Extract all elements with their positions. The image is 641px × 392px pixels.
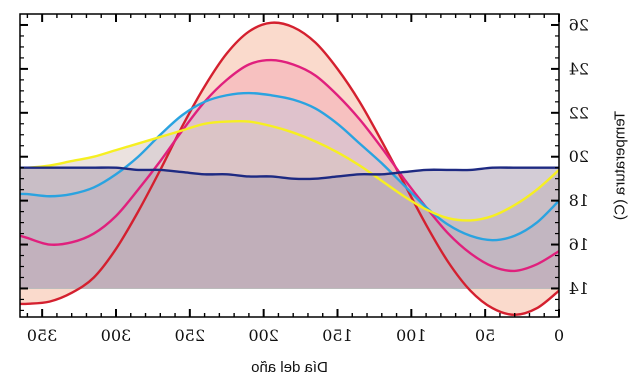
series-line-0	[19, 21, 560, 316]
series-lines	[19, 21, 560, 316]
series-line-1	[19, 58, 560, 273]
y-tick-label-24: 24	[569, 59, 589, 78]
x-tick-label-300: 300	[101, 326, 132, 345]
y-tick-label-18: 18	[569, 191, 589, 210]
x-axis-title: Día del año	[251, 359, 328, 376]
y-tick-label-14: 14	[569, 279, 589, 298]
tick-labels: 0 50 100 150 200 250 300 350 14 16 18 20 22 24 26	[27, 15, 589, 345]
series-area-4	[20, 167, 559, 289]
y-tick-label-26: 26	[569, 15, 589, 34]
x-tick-label-200: 200	[248, 326, 279, 345]
x-tick-label-150: 150	[322, 326, 353, 345]
y-tick-label-22: 22	[569, 103, 589, 122]
y-axis-title: Temperatura (C)	[612, 111, 629, 220]
series-line-3	[19, 119, 560, 222]
x-tick-label-350: 350	[27, 326, 58, 345]
x-tick-label-100: 100	[396, 326, 427, 345]
x-tick-label-0: 0	[554, 326, 564, 345]
series-line-2	[19, 91, 560, 242]
axis-ticks	[20, 14, 560, 317]
x-tick-label-50: 50	[475, 326, 495, 345]
x-tick-label-250: 250	[175, 326, 206, 345]
y-tick-label-20: 20	[569, 147, 589, 166]
y-tick-label-16: 16	[569, 235, 589, 254]
plot-frame	[19, 13, 560, 318]
series-line-4	[20, 166, 560, 181]
